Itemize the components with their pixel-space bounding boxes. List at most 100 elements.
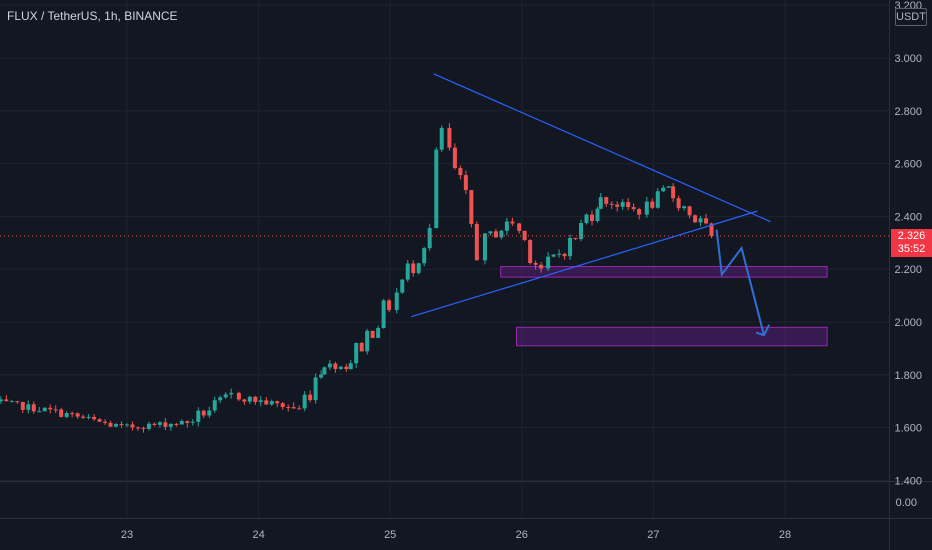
time-tick-label: 27 [647, 529, 659, 541]
candle-body [157, 422, 162, 425]
candle [650, 198, 655, 210]
price-tick-label: 2.800 [894, 106, 922, 118]
candle-body [693, 215, 698, 223]
price-tick-label: 1.800 [894, 370, 922, 382]
drawings [0, 73, 889, 337]
candle [562, 252, 567, 260]
candle [185, 420, 190, 428]
candle [400, 278, 405, 294]
candle [394, 287, 399, 314]
candle-body [247, 396, 252, 402]
candle-body [223, 394, 228, 398]
candle [644, 196, 649, 218]
candle [528, 239, 533, 265]
candle-body [631, 207, 636, 210]
candle [223, 392, 228, 399]
candle [698, 215, 703, 227]
candle-body [313, 377, 318, 401]
candle [168, 423, 173, 431]
candle-body [31, 404, 36, 412]
candle [661, 185, 666, 193]
candle-body [609, 203, 614, 205]
candle-body [510, 221, 515, 224]
candle [434, 147, 439, 229]
candle [704, 213, 709, 225]
candle-body [709, 223, 714, 236]
candle-body [168, 423, 173, 427]
candle-body [655, 191, 660, 208]
candle-body [626, 202, 631, 208]
candle-body [447, 127, 452, 148]
candle [253, 395, 258, 405]
candle-body [452, 147, 457, 168]
candle-body [302, 394, 307, 409]
candle [546, 252, 551, 272]
candle [135, 426, 140, 431]
candle [579, 219, 584, 242]
candle [533, 260, 538, 270]
candle [458, 165, 463, 180]
candle-body [474, 224, 479, 261]
candle-body [539, 264, 544, 269]
candle-body [59, 409, 64, 417]
candle [510, 217, 515, 227]
candle-body [499, 230, 504, 238]
candle-body [598, 197, 603, 209]
candle [469, 189, 474, 228]
drawing-zones [500, 266, 828, 347]
candle [218, 395, 223, 404]
candle [81, 414, 86, 420]
candle-body [163, 422, 168, 427]
candle [196, 407, 201, 427]
candle-body [201, 410, 206, 416]
candle-body [103, 421, 108, 423]
price-tick-label: 3.000 [894, 53, 922, 65]
projection-path [715, 229, 765, 336]
candle-body [416, 263, 421, 274]
candle [447, 123, 452, 151]
candle [141, 426, 146, 433]
candle [365, 328, 370, 355]
currency-badge[interactable]: USDT [895, 8, 927, 26]
candle-body [637, 209, 642, 215]
candle [573, 237, 578, 241]
candle [20, 401, 25, 414]
candle-body [493, 231, 498, 238]
candle [37, 407, 42, 413]
candle-body [405, 263, 410, 280]
candle [269, 399, 274, 406]
candle-body [620, 202, 625, 207]
candle-body [26, 404, 31, 410]
candle-body [359, 342, 364, 352]
candle-body [258, 400, 263, 402]
candle-body [81, 416, 86, 418]
candle [280, 401, 285, 410]
candle [163, 418, 168, 431]
candle [493, 228, 498, 238]
candle [97, 418, 102, 423]
time-tick-label: 23 [121, 529, 133, 541]
candle-body [381, 300, 386, 328]
candle-body [286, 406, 291, 408]
candle [370, 330, 375, 338]
candle-body [568, 237, 573, 257]
candle [682, 205, 687, 211]
candle-body [387, 300, 392, 311]
candle-body [196, 410, 201, 422]
candle [551, 254, 556, 258]
candle-body [125, 424, 129, 426]
candle-body [218, 397, 223, 401]
candle [53, 405, 58, 413]
candle-body [562, 253, 567, 257]
candle-body [394, 292, 399, 311]
candle-body [275, 401, 280, 404]
candle [4, 395, 9, 402]
candle [348, 360, 353, 370]
chart-title: FLUX / TetherUS, 1h, BINANCE [7, 9, 178, 23]
grid [0, 0, 889, 518]
candle-body [108, 422, 113, 427]
candle-body [264, 400, 269, 405]
candle [190, 419, 195, 426]
candle-body [463, 175, 468, 191]
